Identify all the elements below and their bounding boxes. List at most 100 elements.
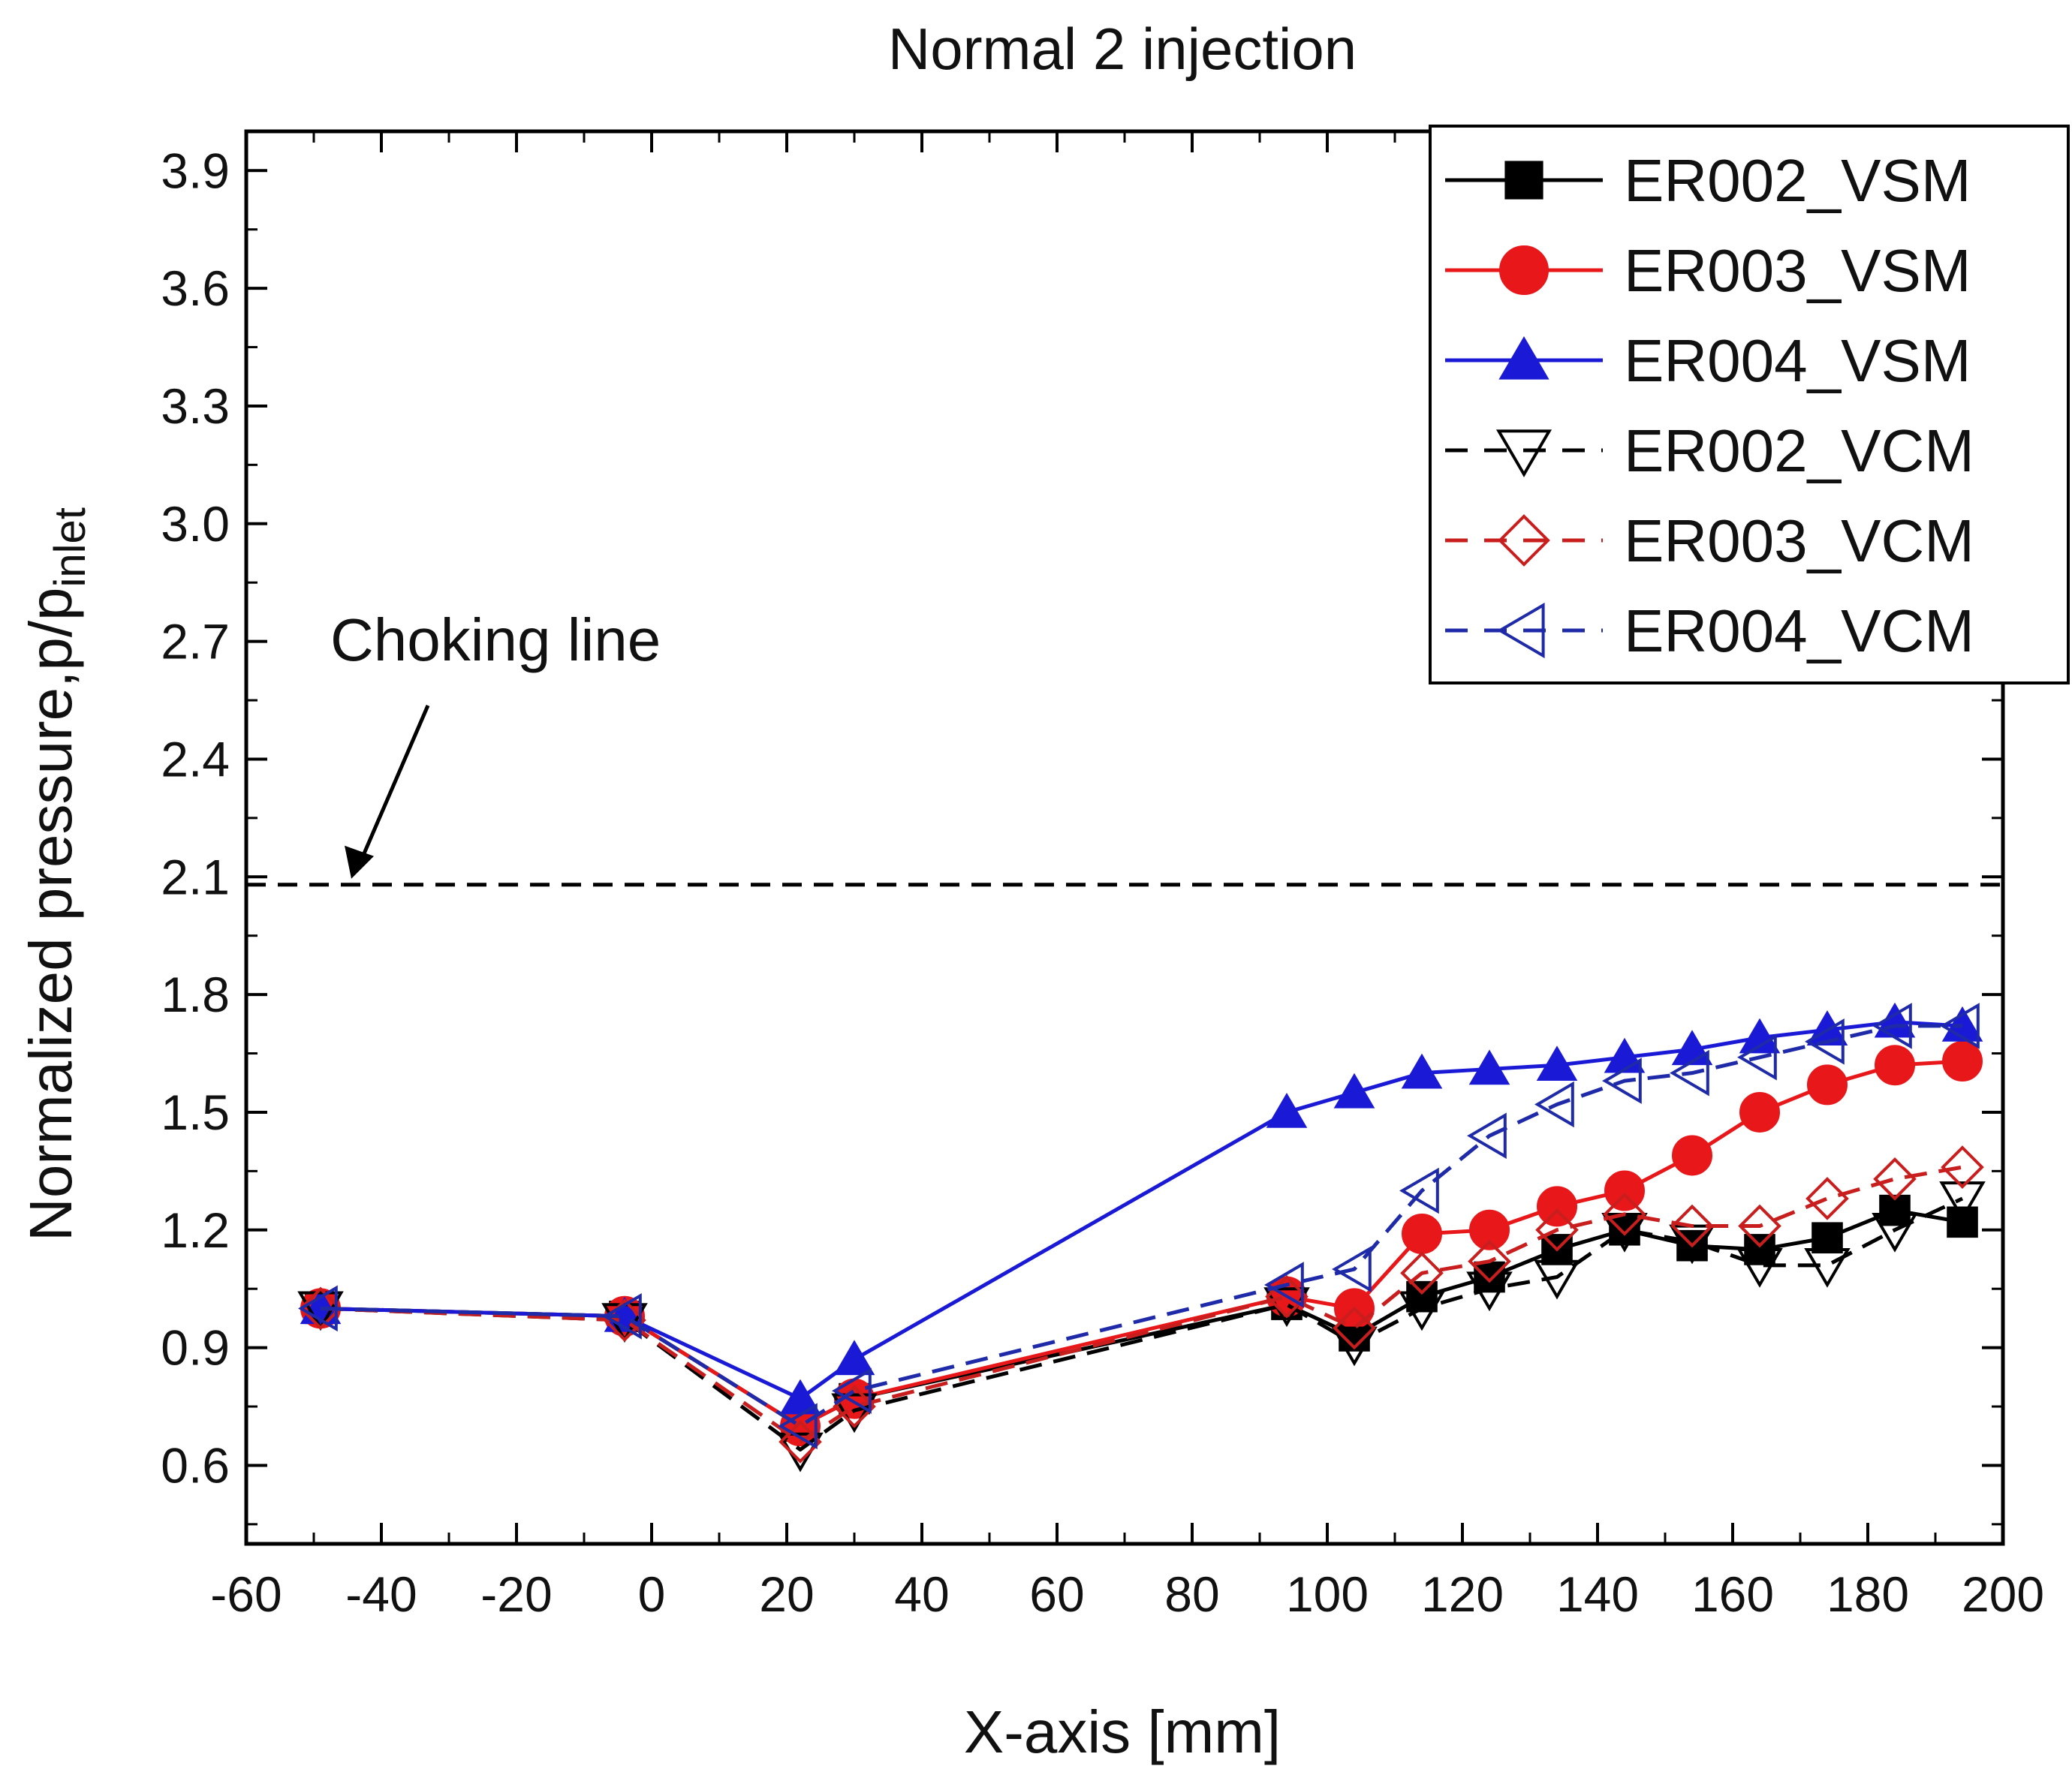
data-point — [1537, 1186, 1577, 1227]
data-point — [1872, 1212, 1918, 1253]
data-point — [1872, 1003, 1912, 1049]
y-axis-label: Normalized pressure,p/pinlet — [17, 507, 95, 1241]
legend-box — [1429, 125, 2070, 684]
data-point — [1941, 1145, 1984, 1189]
data-point — [1807, 1064, 1848, 1106]
data-point — [1875, 1045, 1915, 1086]
x-tick-label: 20 — [759, 1566, 814, 1622]
data-point — [1737, 1033, 1777, 1081]
y-tick-label: 2.7 — [161, 614, 230, 669]
data-point — [1603, 1193, 1646, 1236]
data-point — [1805, 1018, 1845, 1065]
series-er003-vsm — [300, 1040, 1983, 1447]
data-point — [1333, 1306, 1376, 1350]
y-tick-label: 1.2 — [161, 1202, 230, 1258]
data-point — [1333, 1073, 1375, 1109]
legend-entry: ER002_VSM — [1445, 147, 1971, 214]
legend-marker — [1504, 161, 1543, 200]
data-point — [1736, 1248, 1783, 1288]
data-point — [1399, 1167, 1439, 1214]
data-point — [1670, 1049, 1709, 1097]
data-point — [832, 1367, 872, 1414]
data-point — [602, 1293, 642, 1340]
x-tick-label: -20 — [480, 1566, 552, 1622]
y-tick-label: 2.4 — [161, 731, 230, 787]
legend: ER002_VSM ER003_VSM ER004_VSM ER002_VCM ER00… — [1429, 125, 2070, 684]
data-point — [1469, 1209, 1510, 1250]
y-tick-label: 0.6 — [161, 1437, 230, 1493]
data-point — [1266, 1092, 1308, 1128]
data-point — [1467, 1112, 1507, 1160]
data-point — [1331, 1326, 1378, 1367]
y-tick-label: 3.9 — [161, 143, 230, 198]
data-point — [1602, 1057, 1642, 1104]
y-tick-label: 1.8 — [161, 967, 230, 1022]
y-tick-label: 0.9 — [161, 1320, 230, 1376]
data-point — [1604, 1170, 1645, 1211]
x-tick-label: 60 — [1029, 1566, 1084, 1622]
x-tick-label: -60 — [210, 1566, 282, 1622]
svg-text:Normalized pressure,p/pinlet: Normalized pressure,p/pinlet — [17, 507, 95, 1241]
y-axis-label-main: Normalized pressure,p/p — [17, 587, 84, 1241]
data-point — [1672, 1135, 1712, 1176]
data-point — [1468, 1239, 1511, 1283]
data-point — [1466, 1271, 1513, 1312]
series-line — [320, 1059, 1963, 1428]
legend-label: ER002_VSM — [1624, 147, 1971, 214]
legend-label: ER002_VCM — [1624, 417, 1974, 484]
x-tick-label: 200 — [1962, 1566, 2044, 1622]
data-point — [1468, 1049, 1510, 1085]
data-point — [1940, 1003, 1980, 1049]
data-point — [1536, 1045, 1578, 1082]
data-point — [1401, 1053, 1443, 1089]
choking-line-label: Choking line — [330, 606, 661, 673]
data-point — [779, 1379, 821, 1415]
series-er002-vcm — [297, 1181, 1986, 1473]
legend-marker — [1498, 514, 1550, 567]
legend-marker — [1499, 245, 1549, 295]
data-point — [778, 1403, 818, 1449]
series-line — [320, 1165, 1963, 1444]
series-er002-vsm — [305, 1194, 1978, 1442]
series-line — [320, 1196, 1964, 1452]
data-point — [299, 1286, 342, 1331]
data-point — [1942, 1040, 1983, 1082]
choking-arrow-shaft — [358, 705, 430, 863]
data-point — [1534, 1259, 1580, 1300]
y-tick-label: 3.6 — [161, 260, 230, 316]
series-line — [320, 1020, 1963, 1401]
legend-label: ER003_VCM — [1624, 507, 1974, 574]
legend-entry: ER004_VCM — [1445, 597, 1974, 664]
y-axis-label-sub: inlet — [46, 507, 95, 587]
x-tick-label: 80 — [1164, 1566, 1219, 1622]
x-tick-label: 40 — [894, 1566, 949, 1622]
x-tick-label: 100 — [1286, 1566, 1369, 1622]
data-point — [1947, 1206, 1978, 1238]
y-tick-label: 1.5 — [161, 1085, 230, 1140]
x-tick-label: 160 — [1691, 1566, 1774, 1622]
data-point — [779, 1420, 822, 1464]
data-point — [833, 1340, 875, 1376]
legend-marker — [1498, 336, 1549, 380]
data-point — [1739, 1018, 1781, 1054]
legend-marker — [1497, 602, 1545, 659]
data-point — [1805, 1177, 1849, 1220]
data-point — [1738, 1204, 1781, 1248]
data-point — [1264, 1262, 1304, 1308]
x-tick-label: 180 — [1827, 1566, 1909, 1622]
chart-title: Normal 2 injection — [888, 16, 1357, 82]
x-axis-label: X-axis [mm] — [964, 1698, 1281, 1765]
data-point — [1332, 1246, 1372, 1292]
series-line — [320, 1024, 1962, 1428]
y-tick-label: 3.0 — [161, 496, 230, 552]
legend-entry: ER004_VSM — [1445, 327, 1971, 394]
data-point — [1670, 1204, 1714, 1248]
x-tick-label: 0 — [638, 1566, 666, 1622]
x-tick-label: 140 — [1556, 1566, 1639, 1622]
data-point — [1534, 1081, 1574, 1128]
data-point — [1939, 1181, 1986, 1221]
legend-label: ER004_VSM — [1624, 327, 1971, 394]
data-point — [1535, 1208, 1579, 1252]
x-tick-label: -40 — [345, 1566, 417, 1622]
data-point — [1400, 1251, 1444, 1295]
